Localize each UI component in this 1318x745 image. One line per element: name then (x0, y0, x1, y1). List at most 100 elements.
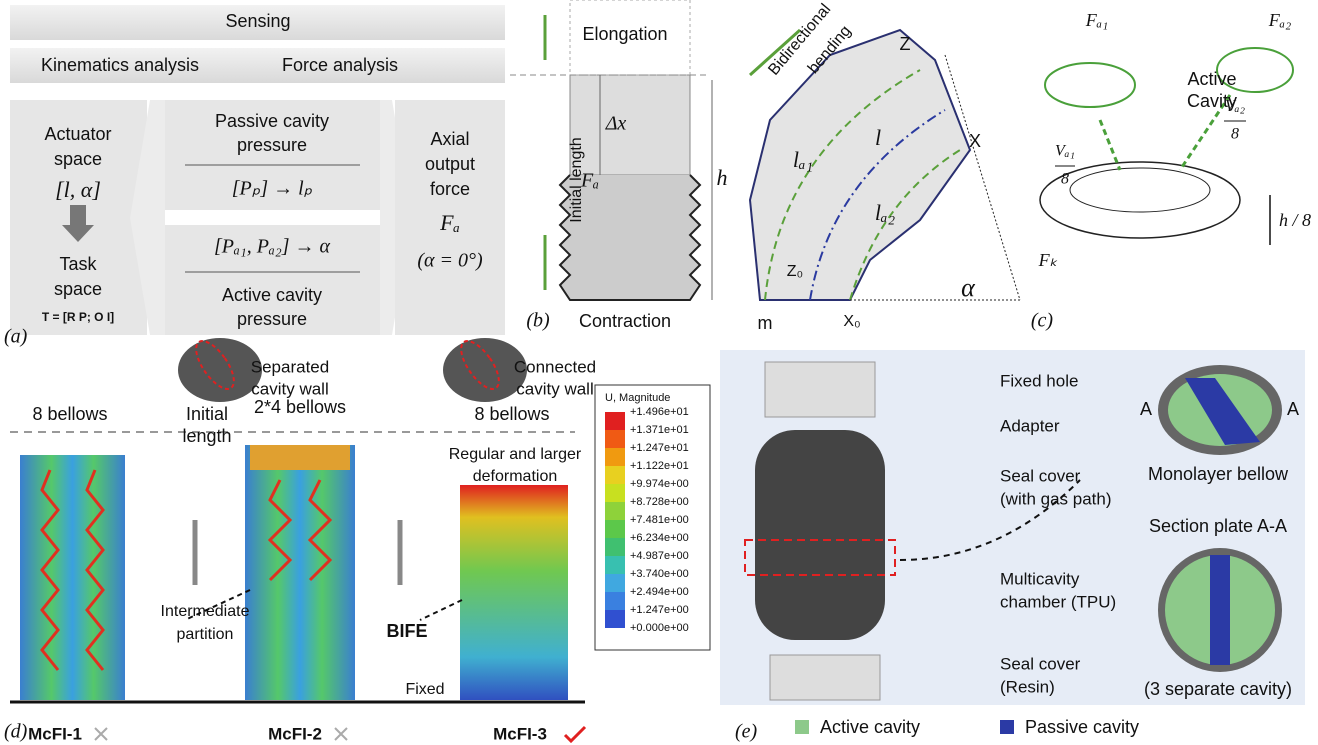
label: cavity wall (251, 379, 328, 398)
label: (Resin) (1000, 677, 1055, 696)
legend-value: +2.494e+00 (630, 586, 689, 598)
label: h (717, 165, 728, 190)
label: pressure (237, 309, 307, 329)
legend-value: +8.728e+00 (630, 496, 689, 508)
label: Passive cavity (215, 111, 329, 131)
label: Z (900, 34, 911, 54)
label: Force analysis (282, 55, 398, 75)
sim-top (250, 445, 350, 470)
label: [l, α] (55, 177, 101, 202)
legend-value: +6.234e+00 (630, 532, 689, 544)
label: deformation (473, 468, 558, 485)
label: l (875, 125, 881, 150)
color-swatch (605, 466, 625, 484)
color-swatch (605, 574, 625, 592)
label: Adapter (1000, 416, 1060, 435)
label: Fₐ (439, 210, 460, 235)
legend-value: +9.974e+00 (630, 478, 689, 490)
label: Fₐ₁ (1085, 10, 1109, 30)
legend-value: +7.481e+00 (630, 514, 689, 526)
label: Task (59, 254, 97, 274)
label: X₀ (843, 313, 860, 330)
legend-swatch (1000, 720, 1014, 734)
label: T = [R P; O I] (42, 310, 114, 324)
label: Kinematics analysis (41, 55, 199, 75)
color-swatch (605, 448, 625, 466)
label: Multicavity (1000, 569, 1080, 588)
label: (3 separate cavity) (1144, 679, 1292, 699)
label: Elongation (582, 24, 667, 44)
label: force (430, 179, 470, 199)
sim-mcfi1 (20, 455, 125, 700)
label: lₐ₁ (793, 147, 813, 172)
chamber (755, 430, 885, 640)
color-swatch (605, 484, 625, 502)
label: 2*4 bellows (254, 397, 346, 417)
label: space (54, 149, 102, 169)
label: Fₖ (1038, 250, 1058, 270)
label: Fₐ₂ (1268, 10, 1292, 30)
label: Monolayer bellow (1148, 464, 1289, 484)
label: A (1140, 399, 1152, 419)
label: U, Magnitude (605, 392, 670, 404)
cavity-1 (1045, 63, 1135, 107)
cross-section (178, 338, 262, 402)
cross-mark (95, 728, 107, 740)
label: Intermediate (161, 603, 250, 620)
label: Active cavity (222, 285, 322, 305)
label: length (182, 426, 231, 446)
label: X (969, 131, 981, 151)
label: Seal cover (1000, 654, 1081, 673)
legend-value: +1.371e+01 (630, 424, 689, 436)
color-swatch (605, 556, 625, 574)
seal-cover-top (765, 362, 875, 417)
sim-mcfi2 (245, 445, 355, 700)
label: McFI-2 (268, 724, 322, 743)
label: partition (177, 626, 234, 643)
legend-value: +1.247e+01 (630, 442, 689, 454)
color-swatch (605, 592, 625, 610)
label: McFI-1 (28, 724, 82, 743)
legend-value: +4.987e+00 (630, 550, 689, 562)
figure: Sensing Kinematics analysis Force analysis… (0, 0, 1318, 745)
label: BIFE (386, 621, 427, 641)
label: Vₐ₂ (1225, 98, 1245, 115)
pointer (420, 600, 462, 620)
leader (1100, 120, 1120, 170)
label: (e) (735, 721, 758, 743)
color-bar (605, 412, 625, 628)
label: Vₐ₁ (1055, 143, 1075, 160)
label: Section plate A-A (1149, 516, 1287, 536)
label: (with gas path) (1000, 489, 1112, 508)
legend-value: +3.740e+00 (630, 568, 689, 580)
label: lₐ₂ (875, 200, 896, 225)
legend-entry: Passive cavity (1025, 717, 1139, 737)
label: Fixed hole (1000, 371, 1078, 390)
label: 8 bellows (32, 404, 107, 424)
label: (a) (4, 326, 28, 348)
seal-cover-bottom (770, 655, 880, 700)
sim-mcfi3 (460, 485, 568, 700)
label: output (425, 154, 475, 174)
label: [Pₐ₁, Pₐ₂] → α (214, 236, 331, 258)
label: α (961, 273, 976, 302)
label: McFI-3 (493, 724, 547, 743)
label: (b) (526, 310, 550, 332)
label: A (1287, 399, 1299, 419)
label: (c) (1031, 310, 1054, 332)
label: Active (1187, 69, 1236, 89)
legend-swatch (795, 720, 809, 734)
label: pressure (237, 135, 307, 155)
label: Fₐ (580, 170, 599, 192)
label: m (758, 313, 773, 333)
legend-value: +1.122e+01 (630, 460, 689, 472)
label: cavity wall (516, 379, 593, 398)
label: Initial (186, 404, 228, 424)
label: Sensing (225, 11, 290, 31)
label: Δx (605, 113, 627, 135)
check-mark (565, 727, 585, 741)
color-swatch (605, 610, 625, 628)
color-swatch (605, 430, 625, 448)
label: 8 (1061, 171, 1069, 188)
passive-area (1210, 555, 1230, 665)
